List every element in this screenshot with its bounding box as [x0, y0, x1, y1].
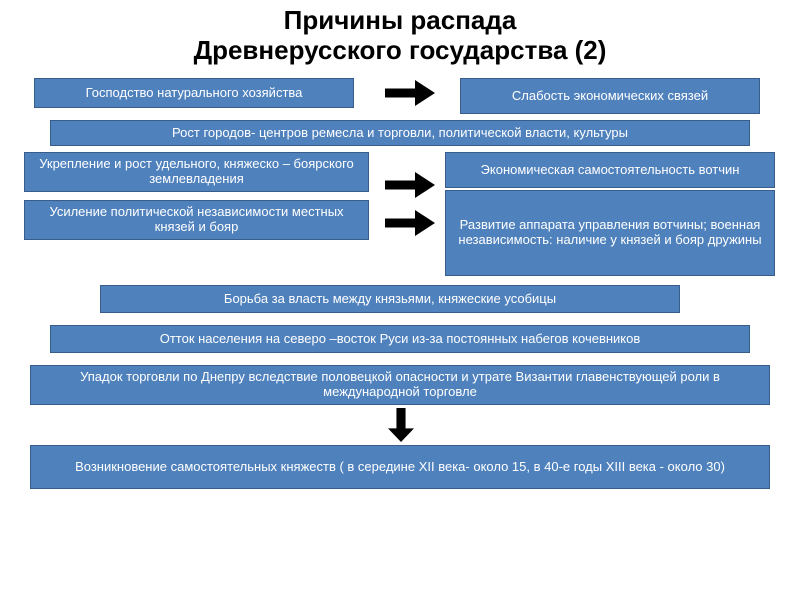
box-votchina-independence: Экономическая самостоятельность вотчин [445, 152, 775, 188]
arrow-right-icon [385, 210, 435, 236]
box-political-independence: Усиление политической независимости мест… [24, 200, 369, 240]
box-principalities: Возникновение самостоятельных княжеств (… [30, 445, 770, 489]
arrow-right-icon [385, 172, 435, 198]
arrow-right-icon [385, 80, 435, 106]
box-landholding-growth: Укрепление и рост удельного, княжеско – … [24, 152, 369, 192]
page-title: Причины распада Древнерусского государст… [0, 0, 800, 70]
title-line2: Древнерусского государства (2) [0, 36, 800, 66]
box-natural-economy: Господство натурального хозяйства [34, 78, 354, 108]
box-trade-decline: Упадок торговли по Днепру вследствие пол… [30, 365, 770, 405]
box-power-struggle: Борьба за власть между князьями, княжеск… [100, 285, 680, 313]
box-weak-economic-ties: Слабость экономических связей [460, 78, 760, 114]
box-admin-military: Развитие аппарата управления вотчины; во… [445, 190, 775, 276]
arrow-down-icon [388, 408, 414, 442]
box-population-outflow: Отток населения на северо –восток Руси и… [50, 325, 750, 353]
title-line1: Причины распада [0, 6, 800, 36]
box-city-growth: Рост городов- центров ремесла и торговли… [50, 120, 750, 146]
